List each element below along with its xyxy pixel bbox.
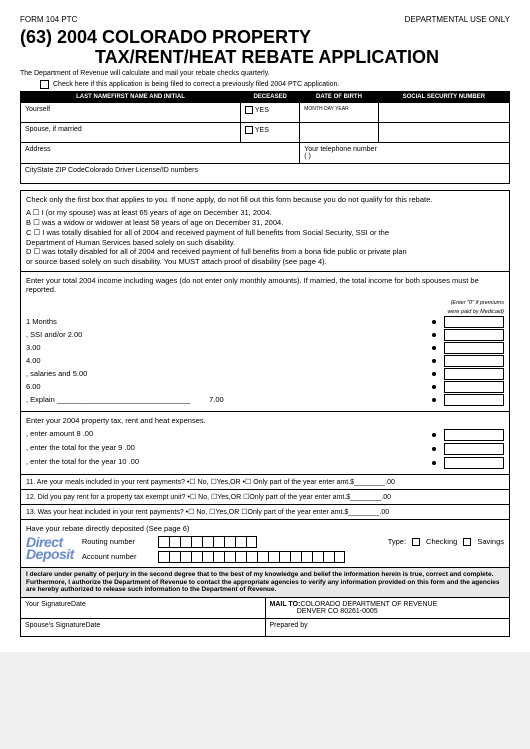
direct-deposit-section: Have your rebate directly deposited (See…	[20, 520, 510, 568]
checking-label: Checking	[426, 537, 457, 546]
q12[interactable]: 12. Did you pay rent for a property tax …	[20, 490, 510, 505]
dd-logo: Direct Deposit	[26, 537, 74, 561]
declaration-text: I declare under penalty of perjury in th…	[20, 568, 510, 597]
cell-spouse-dob[interactable]	[300, 122, 378, 142]
th-dob: DATE OF BIRTH	[300, 91, 378, 102]
exp-r10: , enter the total for the year 10 .00	[26, 457, 139, 469]
form-page: FORM 104 PTC DEPARTMENTAL USE ONLY (63) …	[0, 0, 530, 652]
exp-r9: , enter the total for the year 9 .00	[26, 443, 135, 455]
form-id: FORM 104 PTC	[20, 15, 77, 24]
income-r4: 4.00	[26, 356, 432, 365]
account-input[interactable]	[158, 551, 345, 563]
cell-yourself-deceased[interactable]: YES	[241, 102, 300, 122]
q13[interactable]: 13. Was your heat included in your rent …	[20, 505, 510, 520]
th-ssn: SOCIAL SECURITY NUMBER	[378, 91, 509, 102]
cell-dob-fmt[interactable]: MONTH DAY YEAR	[300, 102, 378, 122]
cell-yourself-ssn[interactable]	[378, 102, 509, 122]
dept-use-label: DEPARTMENTAL USE ONLY	[405, 15, 510, 24]
check-d[interactable]: D ☐ was totally disabled for all of 2004…	[26, 247, 504, 257]
checking-checkbox[interactable]	[412, 538, 420, 546]
dd-header: Have your rebate directly deposited (See…	[26, 524, 504, 533]
prepared-by[interactable]: Prepared by	[265, 619, 510, 637]
income-r5: , salaries and 5.00	[26, 369, 432, 378]
entry-7[interactable]	[444, 394, 504, 406]
entry-10[interactable]	[444, 457, 504, 469]
entry-3[interactable]	[444, 342, 504, 354]
correction-checkbox[interactable]	[40, 80, 49, 89]
income-r1: 1 Months	[26, 317, 432, 326]
subtitle: The Department of Revenue will calculate…	[20, 70, 510, 77]
income-section: Enter your total 2004 income including w…	[20, 272, 510, 412]
cell-spouse[interactable]: Spouse, if married	[21, 122, 241, 142]
cell-yourself[interactable]: Yourself	[21, 102, 241, 122]
checkonly-header: Check only the first box that applies to…	[26, 195, 504, 205]
applicant-info-table: LAST NAMEFIRST NAME AND INITIAL DECEASED…	[20, 91, 510, 184]
check-d2: or source based solely on such disabilit…	[26, 257, 504, 267]
cell-spouse-ssn[interactable]	[378, 122, 509, 142]
check-c2: Department of Human Services based solel…	[26, 238, 504, 248]
savings-checkbox[interactable]	[463, 538, 471, 546]
q11[interactable]: 11. Are your meals included in your rent…	[20, 475, 510, 490]
entry-4[interactable]	[444, 355, 504, 367]
th-deceased: DECEASED	[241, 91, 300, 102]
expenses-header: Enter your 2004 property tax, rent and h…	[26, 416, 504, 425]
check-c[interactable]: C ☐ I was totally disabled for all of 20…	[26, 228, 504, 238]
income-r3: 3.00	[26, 343, 432, 352]
income-r2: , SSI and/or 2.00	[26, 330, 432, 339]
entry-5[interactable]	[444, 368, 504, 380]
type-label: Type:	[388, 537, 406, 546]
entry-1[interactable]	[444, 316, 504, 328]
medicaid-note1: (Enter "0" if premiums	[451, 300, 504, 306]
income-r6: 6.00	[26, 382, 432, 391]
correction-row: Check here if this application is being …	[40, 80, 510, 89]
entry-8[interactable]	[444, 429, 504, 441]
expenses-section: Enter your 2004 property tax, rent and h…	[20, 412, 510, 475]
cell-phone[interactable]: Your telephone number ( )	[300, 142, 510, 163]
income-header: Enter your total 2004 income including w…	[26, 276, 504, 294]
check-b[interactable]: B ☐ was a widow or widower at least 58 y…	[26, 218, 504, 228]
title-line2: TAX/RENT/HEAT REBATE APPLICATION	[20, 48, 510, 68]
th-name: LAST NAMEFIRST NAME AND INITIAL	[21, 91, 241, 102]
income-r7l: , Explain ______________________________…	[26, 395, 432, 404]
entry-2[interactable]	[444, 329, 504, 341]
exp-r8: , enter amount 8 .00	[26, 429, 93, 441]
routing-input[interactable]	[158, 536, 257, 548]
mailto-cell: MAIL TO:COLORADO DEPARTMENT OF REVENUE D…	[265, 598, 510, 619]
routing-label: Routing number	[82, 537, 152, 546]
entry-9[interactable]	[444, 443, 504, 455]
title-line1: (63) 2004 COLORADO PROPERTY	[20, 28, 510, 48]
savings-label: Savings	[477, 537, 504, 546]
signature-table: Your SignatureDate MAIL TO:COLORADO DEPA…	[20, 597, 510, 637]
header-row: FORM 104 PTC DEPARTMENTAL USE ONLY	[20, 15, 510, 24]
correction-text: Check here if this application is being …	[53, 81, 339, 88]
cell-spouse-deceased[interactable]: YES	[241, 122, 300, 142]
your-signature[interactable]: Your SignatureDate	[21, 598, 266, 619]
spouse-signature[interactable]: Spouse's SignatureDate	[21, 619, 266, 637]
account-label: Account number	[82, 552, 152, 561]
cell-city[interactable]: CityState ZIP CodeColorado Driver Licens…	[21, 163, 510, 183]
cell-address[interactable]: Address	[21, 142, 300, 163]
medicaid-note2: were paid by Medicaid)	[447, 309, 504, 315]
entry-6[interactable]	[444, 381, 504, 393]
check-a[interactable]: A ☐ I (or my spouse) was at least 65 yea…	[26, 208, 504, 218]
eligibility-section: Check only the first box that applies to…	[20, 190, 510, 272]
title-block: (63) 2004 COLORADO PROPERTY TAX/RENT/HEA…	[20, 28, 510, 77]
